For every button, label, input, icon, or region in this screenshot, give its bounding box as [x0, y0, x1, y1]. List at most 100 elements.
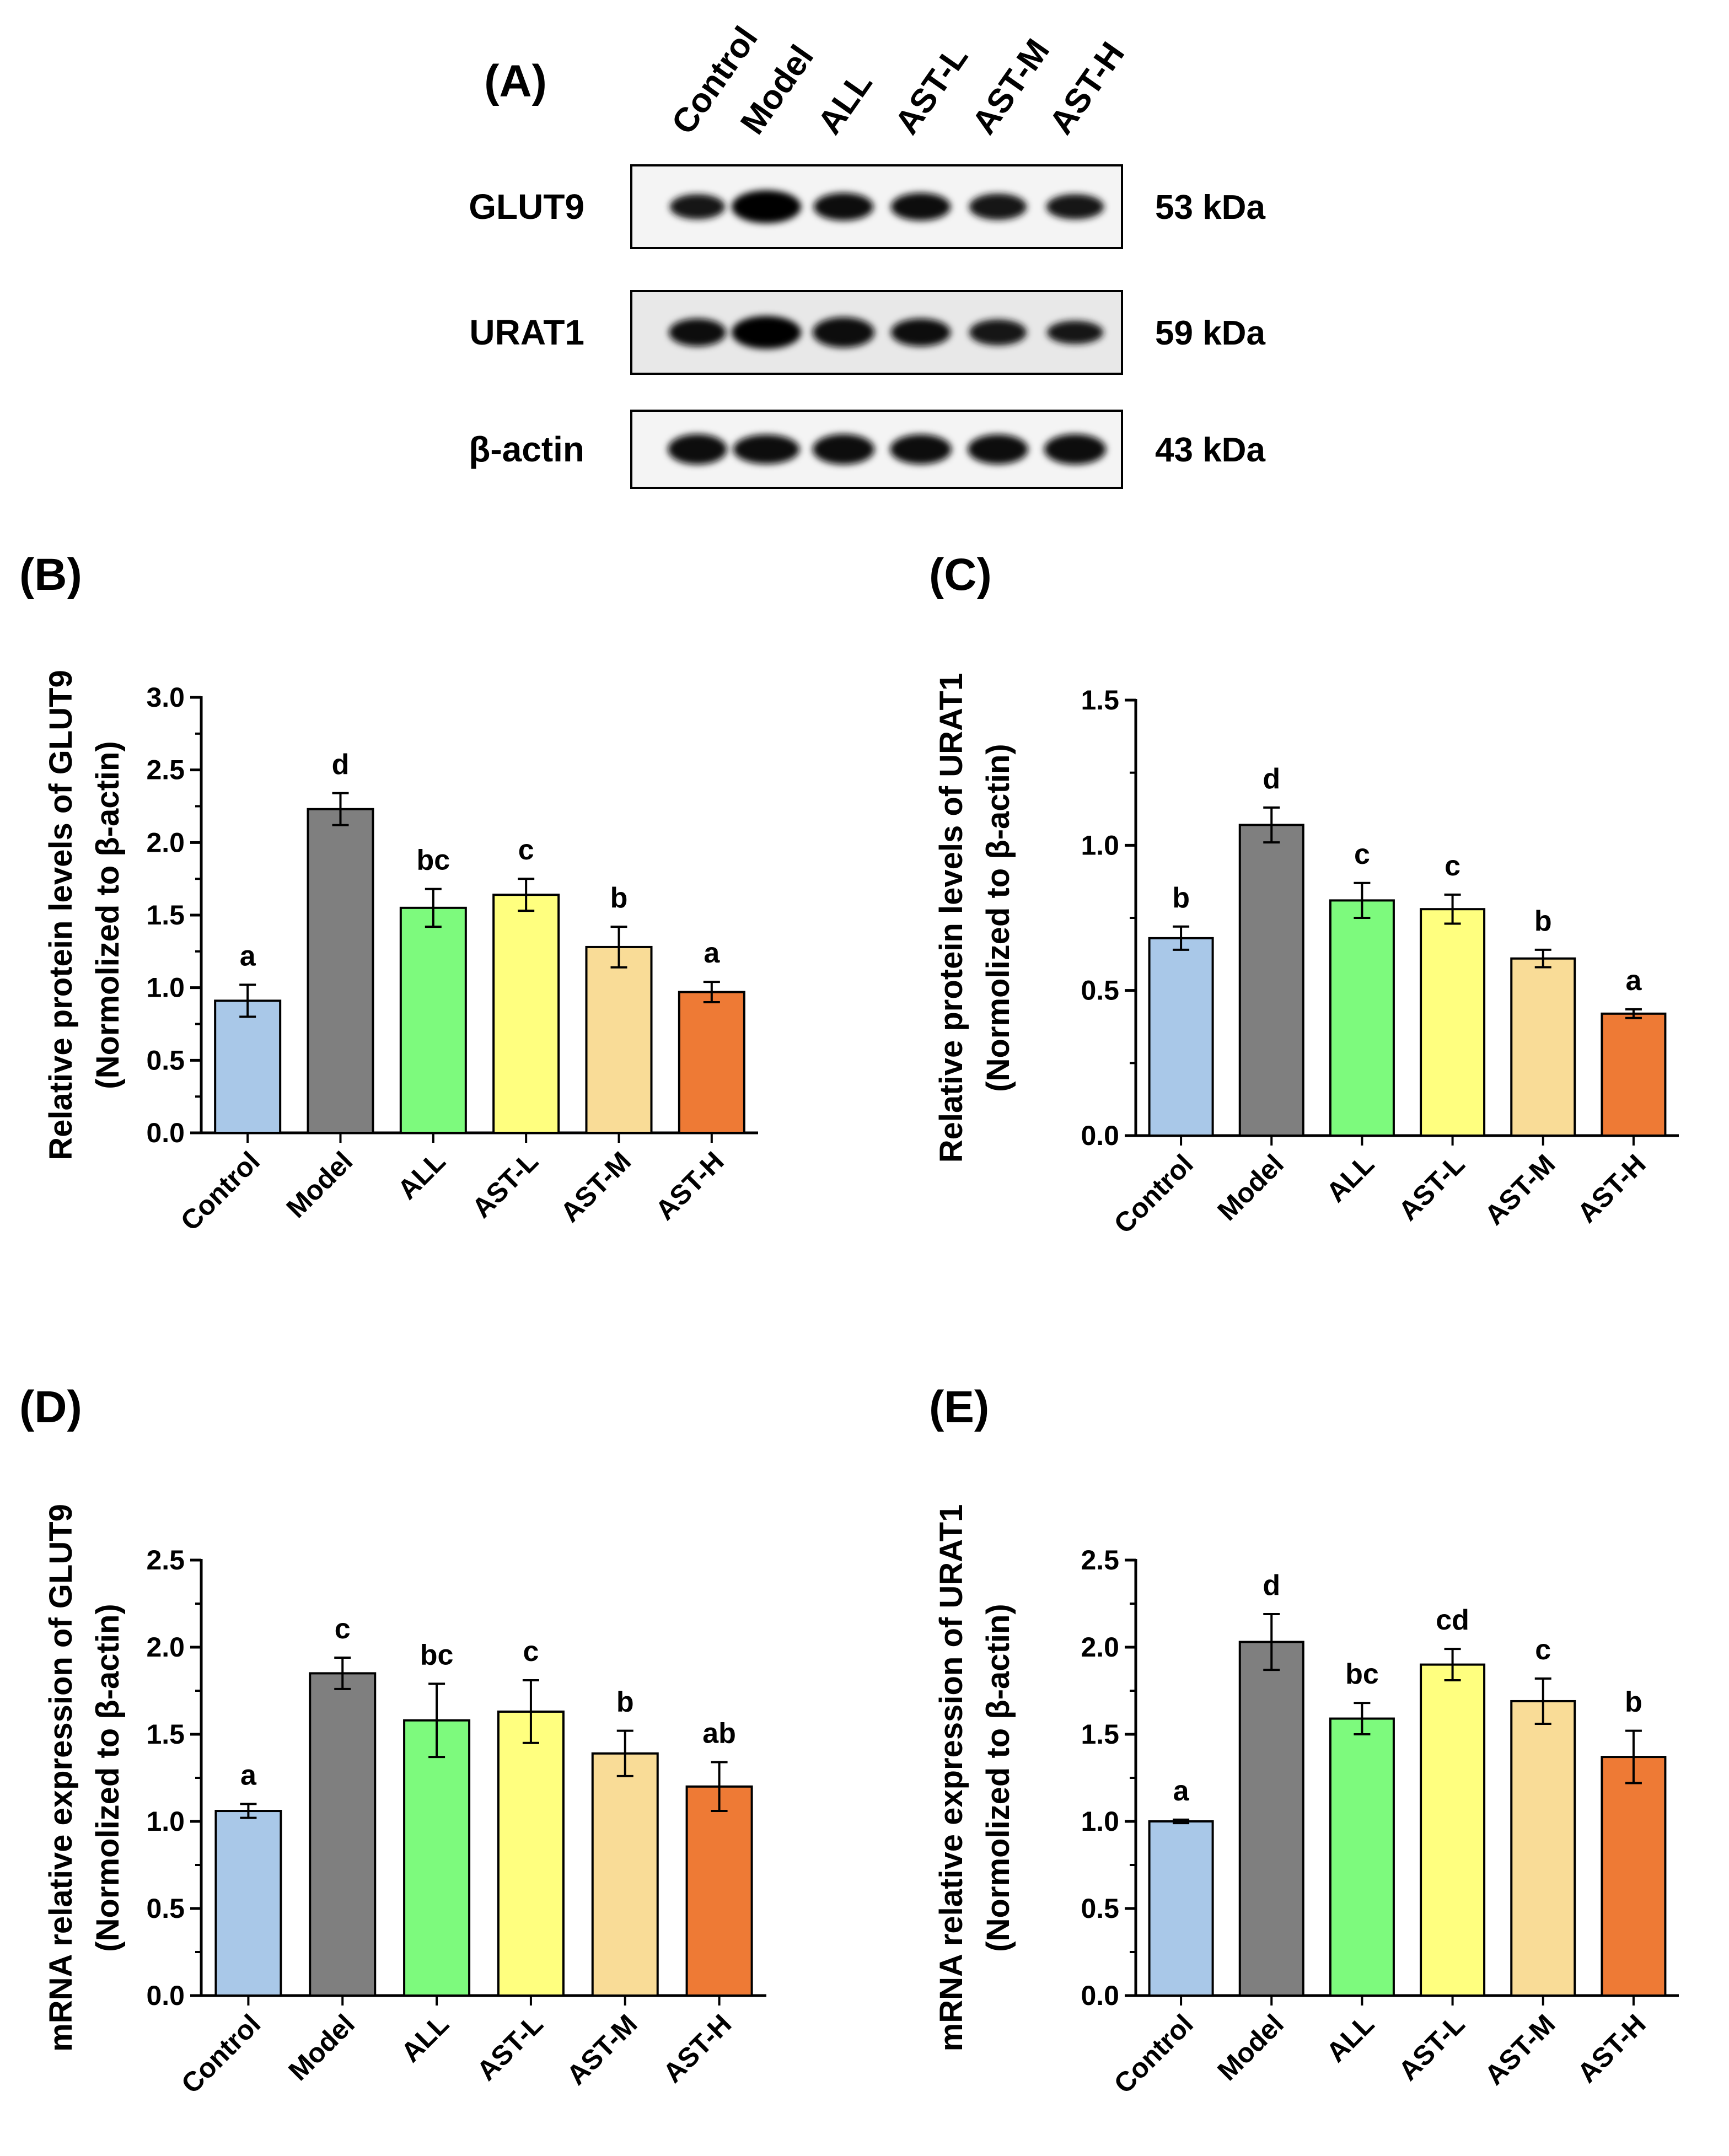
blot-band [968, 434, 1028, 465]
bar [1510, 957, 1576, 1137]
blot-protein-label: β-actin [469, 429, 584, 469]
bar [1329, 899, 1395, 1137]
lane-label: AST-M [965, 32, 1057, 141]
blot-band [890, 318, 951, 347]
bar [1601, 1012, 1667, 1137]
blot-band [732, 190, 801, 223]
x-tick-label: AST-H [649, 1146, 730, 1226]
y-tick-label: 0.0 [146, 1980, 185, 2011]
x-tick-label: AST-H [657, 2008, 738, 2089]
y-axis-label: Relative protein levels of GLUT9 [43, 670, 79, 1160]
x-tick-label: Model [281, 1146, 359, 1224]
blot-protein-label: GLUT9 [469, 187, 584, 227]
significance-letter: d [1263, 763, 1280, 795]
chart-b-glut9-protein: (B) Relative protein levels of GLUT9 (Norm… [19, 550, 758, 1236]
bar [214, 1810, 282, 1997]
y-tick-label: 1.5 [146, 1719, 185, 1750]
bar [497, 1710, 565, 1997]
y-tick-label: 2.0 [146, 1632, 185, 1663]
significance-letter: cd [1436, 1604, 1469, 1636]
bar [399, 906, 467, 1135]
y-tick-label: 1.0 [146, 1806, 185, 1837]
y-tick-label: 2.5 [146, 1545, 185, 1576]
significance-letter: a [1173, 1775, 1190, 1807]
bar [1420, 1663, 1486, 1997]
lane-label: AST-L [888, 39, 975, 141]
panel-letter-a: (A) [484, 56, 547, 106]
blot-size-label: 43 kDa [1155, 431, 1265, 469]
x-tick-label: AST-H [1571, 1148, 1652, 1229]
chart-c-urat1-protein: (C) Relative protein levels of URAT1 (Norm… [929, 550, 1679, 1239]
bar [1148, 937, 1214, 1137]
significance-letter: c [1445, 850, 1460, 882]
x-tick-label: AST-L [1393, 1148, 1471, 1227]
x-tick-label: AST-M [1479, 1148, 1561, 1231]
blot-size-label: 59 kDa [1155, 314, 1265, 352]
y-tick-label: 1.0 [146, 972, 185, 1003]
y-tick-label: 0.0 [1081, 1120, 1119, 1151]
y-tick-label: 2.0 [1081, 1632, 1119, 1663]
y-tick-label: 0.0 [146, 1117, 185, 1148]
y-axis-label-sub: (Normolized to β-actin) [980, 1604, 1016, 1952]
x-tick-label: ALL [1320, 1148, 1380, 1208]
blot-membrane [630, 290, 1123, 375]
blot-band [969, 193, 1027, 220]
x-tick-label: Control [1108, 2008, 1199, 2099]
blot-band [669, 194, 726, 219]
significance-letter: c [523, 1636, 539, 1668]
bar [1238, 824, 1304, 1137]
bar [1420, 908, 1486, 1137]
significance-letter: a [1625, 965, 1642, 997]
x-tick-label: Control [175, 2008, 266, 2099]
x-tick-label: AST-L [1393, 2008, 1471, 2087]
y-axis-label-sub: (Normolized to β-actin) [90, 741, 126, 1089]
bar [1510, 1700, 1576, 1997]
significance-letter: b [1172, 882, 1190, 914]
chart-e-urat1-mrna: (E) mRNA relative expression of URAT1 (Nor… [929, 1382, 1679, 2099]
bar [585, 945, 653, 1135]
panel-letter: (B) [19, 550, 82, 600]
bar [1148, 1820, 1214, 1997]
lane-label: AST-H [1042, 35, 1132, 141]
panel-letter: (D) [19, 1382, 82, 1432]
significance-letter: bc [416, 845, 450, 877]
x-tick-label: AST-M [1479, 2008, 1561, 2091]
blot-band [1046, 194, 1104, 219]
blot-protein-label: URAT1 [469, 313, 584, 352]
x-tick-label: Model [1211, 2008, 1290, 2087]
significance-letter: b [1534, 905, 1552, 937]
bar [307, 808, 374, 1135]
chart-d-glut9-mrna: (D) mRNA relative expression of GLUT9 (Nor… [19, 1382, 766, 2099]
x-tick-label: ALL [1320, 2008, 1380, 2068]
blot-band [1046, 320, 1104, 345]
significance-letter: b [616, 1686, 634, 1718]
significance-letter: a [240, 1759, 257, 1791]
bar [685, 1785, 753, 1997]
blot-size-label: 53 kDa [1155, 189, 1265, 227]
x-tick-label: ALL [395, 2008, 455, 2068]
x-tick-label: AST-M [555, 1146, 637, 1228]
y-axis-label-sub: (Normolized to β-actin) [90, 1604, 126, 1952]
significance-letter: bc [1345, 1658, 1379, 1690]
y-tick-label: 0.5 [1081, 975, 1119, 1006]
x-tick-label: AST-L [466, 1146, 544, 1224]
blot-band [812, 434, 875, 465]
blot-band [969, 319, 1027, 346]
y-tick-label: 1.0 [1081, 1806, 1119, 1837]
x-tick-label: Model [282, 2008, 361, 2087]
blot-band [733, 434, 800, 464]
bar [678, 991, 745, 1134]
y-tick-label: 0.5 [146, 1045, 185, 1076]
y-tick-label: 1.0 [1081, 830, 1119, 861]
x-tick-label: Model [1211, 1148, 1290, 1227]
significance-letter: d [332, 749, 350, 781]
y-tick-label: 2.0 [146, 827, 185, 858]
x-tick-label: AST-H [1571, 2008, 1652, 2089]
significance-letter: d [1263, 1569, 1280, 1601]
bar [403, 1719, 471, 1997]
panel-letter: (E) [929, 1382, 989, 1432]
blot-band [669, 318, 726, 347]
lane-label: ALL [810, 65, 880, 141]
y-tick-label: 1.5 [146, 900, 185, 931]
